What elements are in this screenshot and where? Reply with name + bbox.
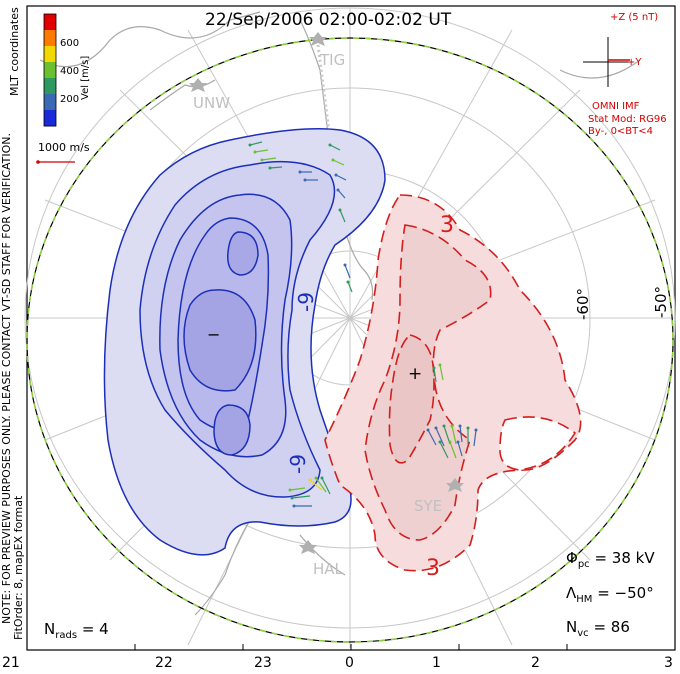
dawn-cell-notch [499,416,577,471]
mlt-tick-1: 1 [432,655,441,671]
imf-clock [583,37,633,87]
scale-vector-label: 1000 m/s [38,141,90,154]
nvc-sub: vc [577,628,589,639]
positive-contour-label-upper: 3 [440,213,454,238]
latitude-label-50: -50° [652,286,670,318]
lambda-label: Λ [566,584,577,602]
mlt-tick-21: 21 [2,655,20,671]
negative-contour-label-lower: -9 [285,454,310,474]
mlt-tick-3: 3 [664,655,673,671]
colorbar-tick-200: 200 [60,94,80,105]
colorbar-swatch [44,110,56,127]
radar-fov [316,44,332,141]
imf-model-line1: Stat Mod: RG96 [588,114,667,125]
nrads-sub: rads [55,630,78,641]
nrads-stat: Nrads = 4 [44,620,109,641]
nrads-label: N [44,620,56,638]
mlt-tick-2: 2 [531,655,540,671]
nvc-stat: Nvc = 86 [566,618,630,639]
colorbar-swatch [44,14,56,31]
phi-pc-stat: Φpc = 38 kV [566,549,655,570]
lambda-sub: HM [576,594,593,605]
negative-potential-cell [103,128,386,556]
imf-y-label: +Y [627,57,642,68]
colorbar-swatch [44,62,56,79]
velocity-vectors [248,141,478,508]
phi-value: = 38 kV [594,549,655,567]
lambda-hm-stat: ΛHM = −50° [566,584,654,605]
mlt-axis-ticks [26,644,676,650]
negative-contour-label-upper: -9 [293,292,318,312]
colorbar-tick-600: 600 [60,38,80,49]
mlt-tick-23: 23 [254,655,272,671]
station-label-unw: UNW [193,94,231,112]
colorbar-label: Vel [m/s] [80,55,91,100]
nvc-value: = 86 [593,618,630,636]
scale-vector [36,160,75,164]
colorbar-swatch [44,46,56,63]
phi-label: Φ [566,549,578,567]
station-markers [189,32,464,554]
latitude-label-60: -60° [574,288,592,320]
lambda-value: = −50° [597,584,654,602]
heppner-maynard-boundary-dash [26,37,674,643]
imf-source: OMNI IMF [592,101,640,112]
map-title: 22/Sep/2006 02:00-02:02 UT [205,10,452,30]
station-label-sye: SYE [414,497,443,515]
mlt-tick-0: 0 [345,655,354,671]
station-label-hal: HAL [313,560,343,578]
potential-minimum-marker: − [207,325,221,344]
nvc-label: N [566,618,578,636]
colorbar-swatch [44,78,56,95]
imf-z-label: +Z (5 nT) [610,12,659,23]
colorbar-swatch [44,94,56,111]
nrads-value: = 4 [81,620,109,638]
potential-maximum-marker: + [408,364,423,384]
colorbar-tick-400: 400 [60,66,80,77]
coordinates-label: MLT coordinates [8,7,21,96]
mlt-tick-22: 22 [155,655,173,671]
positive-contour-label-lower: 3 [426,556,440,581]
imf-model-line2: By-, 0<BT<4 [588,126,654,137]
positive-potential-cell [324,194,582,572]
phi-sub: pc [577,559,590,570]
colorbar-border [43,13,57,127]
colorbar-swatch [44,30,56,47]
fit-order-note: FitOrder: 8, mapEX format [12,495,25,640]
velocity-colorbar [43,13,57,127]
station-label-tig: TIG [320,51,346,69]
